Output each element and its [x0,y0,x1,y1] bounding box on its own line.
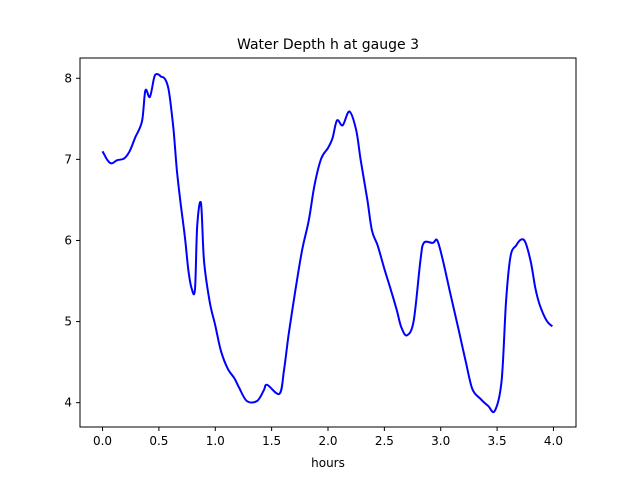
x-tick-label: 3.5 [488,434,507,448]
x-tick-label: 2.0 [318,434,337,448]
series-line-h [101,72,554,414]
x-tick-label: 0.0 [93,434,112,448]
x-tick-label: 1.0 [206,434,225,448]
chart-title: Water Depth h at gauge 3 [237,37,419,53]
x-tick-label: 2.5 [375,434,394,448]
y-tick-label: 8 [64,71,72,85]
plot-frame [79,57,577,428]
y-tick-label: 6 [64,233,72,247]
x-axis-label: hours [311,456,345,470]
x-tick-label: 1.5 [262,434,281,448]
y-tick-label: 7 [64,152,72,166]
y-tick-label: 5 [64,315,72,329]
x-tick-label: 0.5 [149,434,168,448]
x-tick-label: 4.0 [544,434,563,448]
x-tick-label: 3.0 [431,434,450,448]
y-tick-label: 4 [64,396,72,410]
